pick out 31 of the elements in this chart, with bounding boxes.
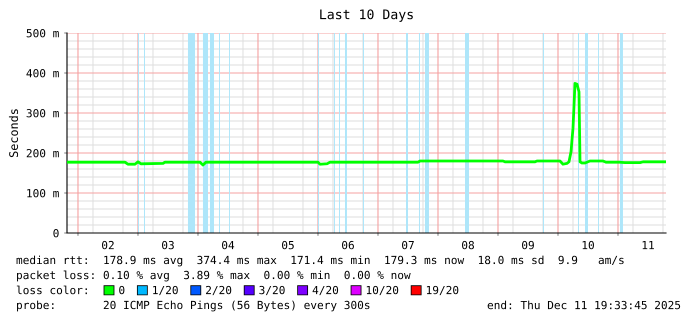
y-tick-label: 200 m bbox=[26, 149, 59, 158]
legend-label: 10/20 bbox=[366, 286, 398, 296]
x-tick-label: 10 bbox=[582, 240, 594, 250]
line-series bbox=[67, 82, 666, 166]
text: end: Thu Dec 11 19:33:45 2025 bbox=[488, 300, 680, 310]
x-tick-label: 03 bbox=[162, 240, 174, 250]
legend-label: 19/20 bbox=[426, 286, 458, 296]
x-tick-label: 08 bbox=[462, 240, 474, 250]
x-tick-label: 11 bbox=[642, 241, 654, 250]
text: median rtt: 178.9 ms avg 374.4 ms max 171.4 ms min 179.3 ms now 18.0 ms sd 9.9 am/s bbox=[16, 256, 624, 266]
chart-title: Last 10 Days bbox=[320, 9, 413, 22]
legend-label: 2/20 bbox=[206, 286, 232, 296]
x-tick-label: 02 bbox=[102, 240, 114, 250]
legend-label: 0 bbox=[119, 286, 124, 294]
text: packet loss: 0.10 % avg 3.89 % max 0.00 % min 0.00 % now bbox=[17, 270, 411, 282]
x-tick-label: 04 bbox=[222, 240, 234, 250]
legend-label: 3/20 bbox=[259, 286, 285, 296]
y-tick-label: 400 m bbox=[26, 69, 59, 78]
legend-label: 4/20 bbox=[312, 286, 338, 296]
x-tick-label: 06 bbox=[342, 240, 354, 250]
y-tick-label: 100 m bbox=[27, 189, 59, 198]
y-axis-title: Seconds bbox=[8, 109, 18, 158]
x-tick-label: 07 bbox=[402, 240, 414, 250]
text: probe: 20 ICMP Echo Pings (56 Bytes) every 300s bbox=[17, 300, 370, 312]
x-tick-label: 05 bbox=[282, 240, 294, 250]
legend-label: 1/20 bbox=[153, 286, 178, 296]
y-tick-label: 300 m bbox=[26, 109, 59, 118]
y-tick-label: 0 bbox=[53, 229, 59, 238]
y-tick-label: 500 m bbox=[26, 29, 59, 38]
text: loss color: bbox=[16, 286, 87, 294]
x-tick-label: 09 bbox=[522, 240, 534, 250]
